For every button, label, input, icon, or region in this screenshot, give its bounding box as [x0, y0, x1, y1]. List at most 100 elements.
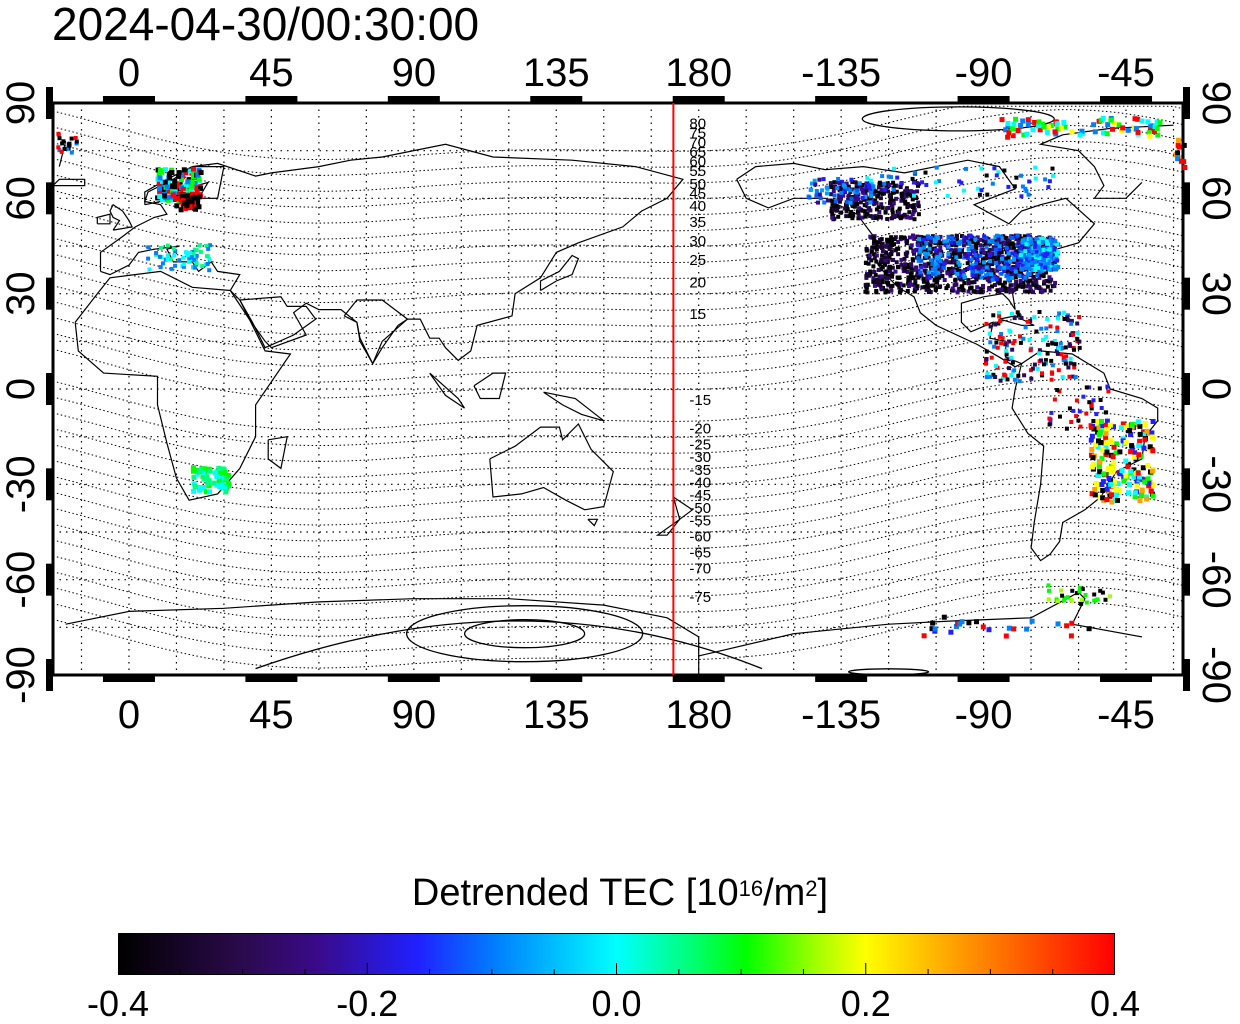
tec-point: [1141, 445, 1147, 451]
tec-point: [1095, 425, 1101, 431]
tec-point: [146, 256, 151, 261]
tec-point: [1036, 123, 1042, 129]
coastline-iceland: [52, 178, 86, 187]
tec-point: [854, 193, 859, 198]
tec-point: [908, 281, 913, 286]
tec-point: [1041, 124, 1047, 130]
tec-point: [165, 197, 171, 203]
tec-point: [933, 269, 938, 274]
tec-point: [200, 470, 206, 476]
tec-point: [933, 180, 938, 185]
magnetic-contour: [52, 553, 1184, 621]
tec-point: [957, 254, 962, 259]
tec-point: [182, 200, 188, 206]
tec-point: [1054, 349, 1059, 354]
tec-point: [986, 627, 992, 633]
tec-point: [1018, 334, 1022, 339]
tec-point: [867, 184, 872, 189]
tec-point: [995, 345, 1000, 350]
tec-point: [962, 275, 967, 280]
magnetic-contour: [52, 124, 1184, 192]
tec-point: [835, 180, 840, 185]
tec-point: [967, 241, 972, 246]
tec-point: [969, 257, 974, 262]
tec-point: [997, 244, 1002, 249]
tec-point: [1181, 142, 1187, 148]
tec-point: [1020, 238, 1025, 243]
tec-point: [997, 277, 1002, 282]
tec-point: [1045, 351, 1050, 356]
y-tick-label-right: -90: [1194, 646, 1238, 704]
tec-point: [837, 185, 842, 190]
tec-point: [1012, 252, 1017, 256]
tec-point: [886, 189, 891, 194]
map-border: [51, 101, 1185, 677]
tec-point: [907, 284, 911, 289]
tec-point: [191, 488, 197, 494]
tec-point: [880, 280, 885, 285]
tec-point: [1006, 357, 1011, 362]
tec-point: [911, 282, 916, 287]
tec-point: [219, 476, 225, 481]
tec-point: [203, 489, 209, 495]
tec-point: [190, 191, 195, 197]
tec-point: [858, 184, 862, 189]
tec-point: [984, 361, 988, 366]
tec-point: [189, 199, 195, 205]
tec-point: [895, 246, 900, 251]
tec-point: [158, 265, 163, 270]
tec-point: [1055, 351, 1060, 356]
tec-point: [1129, 424, 1135, 430]
tec-point: [965, 261, 970, 266]
tec-point: [989, 272, 994, 277]
tec-point: [1145, 476, 1151, 482]
tec-point: [1008, 242, 1013, 247]
tec-point: [887, 264, 892, 269]
tec-point: [206, 246, 211, 251]
tec-point: [1077, 345, 1082, 350]
tec-point: [864, 184, 869, 189]
contour-label: -65: [689, 544, 711, 561]
tec-point: [883, 210, 888, 215]
tec-point: [1010, 133, 1016, 139]
tec-point: [973, 253, 978, 257]
tec-point: [976, 186, 981, 191]
tec-point: [1032, 362, 1037, 367]
tec-point: [1043, 358, 1048, 363]
tec-point: [1065, 315, 1070, 320]
tec-point: [966, 278, 971, 283]
tec-point: [988, 374, 993, 379]
tec-point: [165, 257, 170, 261]
tec-point: [1019, 194, 1024, 199]
tec-point: [824, 191, 829, 196]
tec-point: [968, 233, 973, 238]
contour-label: -35: [689, 462, 711, 479]
tec-point: [1006, 184, 1011, 189]
tec-point: [1137, 423, 1143, 429]
tec-point: [1059, 346, 1064, 351]
tec-point: [194, 261, 199, 266]
tec-point: [999, 341, 1004, 346]
tec-point: [872, 239, 877, 244]
tec-point: [157, 168, 163, 173]
tec-point: [1111, 424, 1116, 430]
tec-point: [854, 184, 859, 189]
tec-point: [897, 275, 902, 280]
tec-point: [1047, 588, 1051, 593]
tec-point: [938, 284, 943, 289]
tec-point: [1072, 362, 1077, 367]
tec-point: [1071, 408, 1076, 413]
tec-point: [176, 170, 182, 176]
contour-label: -30: [689, 449, 711, 466]
tec-point: [1125, 464, 1131, 470]
tec-point: [873, 189, 878, 194]
tec-point: [868, 208, 873, 213]
tec-point: [993, 247, 998, 252]
tec-point: [1034, 280, 1039, 285]
tec-point: [842, 183, 847, 188]
tec-point: [993, 375, 998, 379]
tec-point: [169, 170, 175, 175]
tec-point: [849, 198, 854, 203]
tec-point: [194, 253, 199, 258]
tec-point: [1040, 289, 1045, 294]
